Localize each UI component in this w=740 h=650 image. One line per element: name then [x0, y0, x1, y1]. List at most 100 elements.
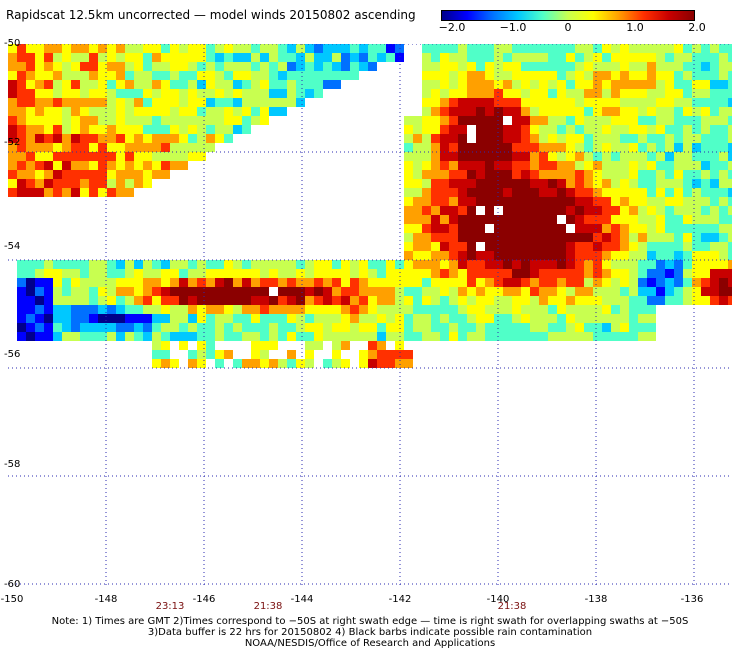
swath-cell [539, 242, 548, 251]
swath-cell [116, 332, 125, 341]
swath-time-label: 21:38 [253, 601, 283, 612]
swath-cell [503, 89, 512, 98]
swath-cell [269, 98, 278, 107]
swath-cell [575, 251, 584, 260]
swath-cell [548, 224, 557, 233]
swath-cell [377, 341, 386, 350]
swath-cell [152, 125, 161, 134]
swath-cell [719, 260, 728, 269]
swath-cell [467, 251, 476, 260]
swath-cell [494, 305, 503, 314]
swath-cell [125, 287, 134, 296]
swath-cell [206, 260, 215, 269]
swath-cell [98, 161, 107, 170]
swath-cell [53, 125, 62, 134]
swath-cell [44, 260, 53, 269]
swath-cell [62, 152, 71, 161]
swath-cell [566, 161, 575, 170]
swath-cell [305, 296, 314, 305]
swath-cell [125, 89, 134, 98]
swath-cell [683, 80, 692, 89]
swath-cell [665, 269, 674, 278]
swath-cell [287, 269, 296, 278]
swath-cell [638, 53, 647, 62]
swath-cell [710, 224, 719, 233]
swath-cell [296, 71, 305, 80]
swath-cell [215, 80, 224, 89]
swath-cell [512, 242, 521, 251]
swath-cell [692, 44, 701, 53]
swath-cell [179, 161, 188, 170]
swath-cell [458, 179, 467, 188]
swath-cell [269, 278, 278, 287]
swath-cell [107, 161, 116, 170]
swath-cell [143, 305, 152, 314]
swath-cell [548, 116, 557, 125]
swath-cell [89, 71, 98, 80]
swath-cell [116, 179, 125, 188]
swath-cell [413, 269, 422, 278]
swath-cell [611, 278, 620, 287]
swath-cell [98, 116, 107, 125]
swath-cell [467, 179, 476, 188]
swath-cell [377, 278, 386, 287]
swath-cell [611, 134, 620, 143]
swath-cell [152, 116, 161, 125]
swath-cell [647, 152, 656, 161]
swath-cell [656, 152, 665, 161]
swath-cell [179, 260, 188, 269]
swath-cell [53, 323, 62, 332]
swath-cell [332, 350, 341, 359]
swath-cell [440, 269, 449, 278]
swath-cell [683, 242, 692, 251]
swath-cell [719, 98, 728, 107]
swath-cell [476, 98, 485, 107]
swath-cell [611, 71, 620, 80]
swath-cell [260, 269, 269, 278]
swath-cell [449, 125, 458, 134]
swath-cell [620, 53, 629, 62]
swath-cell [440, 89, 449, 98]
swath-cell [332, 260, 341, 269]
swath-cell [404, 170, 413, 179]
swath-cell [368, 278, 377, 287]
swath-cell [44, 125, 53, 134]
swath-cell [494, 269, 503, 278]
swath-cell [278, 287, 287, 296]
swath-cell [278, 260, 287, 269]
swath-cell [206, 53, 215, 62]
swath-cell [296, 98, 305, 107]
swath-cell [206, 341, 215, 350]
swath-cell [476, 269, 485, 278]
swath-cell [674, 251, 683, 260]
swath-cell [710, 134, 719, 143]
swath-cell [269, 359, 278, 368]
swath-cell [179, 287, 188, 296]
swath-cell [449, 62, 458, 71]
swath-cell [638, 143, 647, 152]
swath-cell [530, 323, 539, 332]
swath-cell [62, 287, 71, 296]
swath-cell [377, 332, 386, 341]
swath-cell [341, 53, 350, 62]
swath-cell [332, 62, 341, 71]
swath-cell [206, 125, 215, 134]
swath-cell [251, 260, 260, 269]
swath-cell [602, 188, 611, 197]
swath-cell [458, 71, 467, 80]
swath-cell [494, 323, 503, 332]
swath-cell [611, 116, 620, 125]
swath-cell [692, 179, 701, 188]
swath-cell [323, 80, 332, 89]
swath-cell [719, 179, 728, 188]
swath-cell [53, 71, 62, 80]
swath-cell [656, 224, 665, 233]
swath-cell [242, 278, 251, 287]
swath-cell [503, 80, 512, 89]
swath-cell [557, 161, 566, 170]
swath-cell [170, 53, 179, 62]
swath-cell [251, 107, 260, 116]
swath-cell [35, 116, 44, 125]
swath-cell [71, 305, 80, 314]
swath-cell [476, 314, 485, 323]
